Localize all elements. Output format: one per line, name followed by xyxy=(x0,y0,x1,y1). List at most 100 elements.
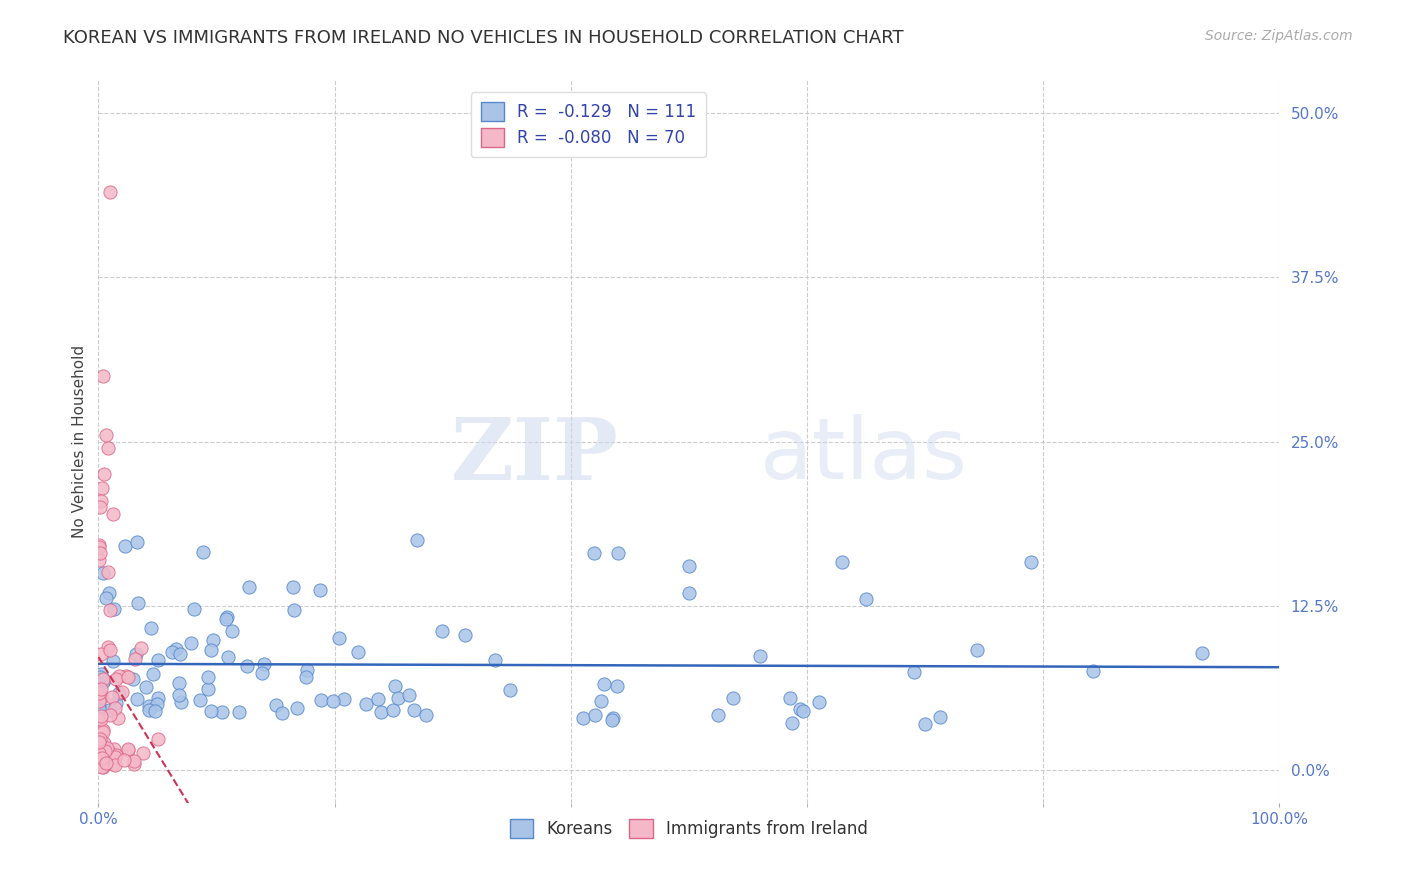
Point xyxy=(93,753,115,767)
Point xyxy=(91,481,114,495)
Point xyxy=(253,657,276,671)
Point xyxy=(105,673,128,687)
Point xyxy=(103,757,125,772)
Point xyxy=(89,712,111,726)
Point xyxy=(122,756,145,771)
Point xyxy=(101,507,124,521)
Point xyxy=(89,754,111,768)
Point xyxy=(202,633,225,648)
Point xyxy=(779,691,801,706)
Text: Source: ZipAtlas.com: Source: ZipAtlas.com xyxy=(1205,29,1353,43)
Point xyxy=(929,709,952,723)
Point xyxy=(831,555,853,569)
Point xyxy=(89,732,111,747)
Point xyxy=(114,539,136,553)
Point xyxy=(87,540,110,554)
Point xyxy=(1021,555,1043,569)
Point xyxy=(108,669,131,683)
Point xyxy=(354,697,377,711)
Point xyxy=(89,500,111,515)
Point xyxy=(127,535,149,549)
Point xyxy=(197,681,219,696)
Point xyxy=(311,692,333,706)
Point xyxy=(87,702,110,716)
Point xyxy=(789,702,811,716)
Point xyxy=(593,676,616,690)
Point xyxy=(100,690,122,705)
Point xyxy=(91,368,114,383)
Point xyxy=(97,640,120,655)
Point xyxy=(98,643,121,657)
Point xyxy=(384,679,406,693)
Point xyxy=(117,670,139,684)
Point xyxy=(148,653,170,667)
Point xyxy=(125,692,148,706)
Point xyxy=(104,697,127,711)
Point xyxy=(97,441,120,455)
Point xyxy=(415,707,437,722)
Point xyxy=(91,672,114,686)
Point xyxy=(124,651,146,665)
Point xyxy=(91,752,114,766)
Point xyxy=(125,647,148,661)
Point xyxy=(105,747,128,762)
Point xyxy=(914,717,936,731)
Point xyxy=(103,601,125,615)
Point xyxy=(398,688,420,702)
Point xyxy=(191,545,214,559)
Point xyxy=(93,566,115,580)
Point xyxy=(328,631,350,645)
Point xyxy=(583,708,606,723)
Point xyxy=(583,546,606,560)
Point xyxy=(605,679,627,693)
Legend: Koreans, Immigrants from Ireland: Koreans, Immigrants from Ireland xyxy=(503,813,875,845)
Point xyxy=(169,676,191,690)
Point xyxy=(97,746,120,760)
Point xyxy=(111,684,134,698)
Point xyxy=(382,704,405,718)
Point xyxy=(129,640,152,655)
Point xyxy=(367,692,389,706)
Point xyxy=(90,666,112,681)
Point xyxy=(283,603,305,617)
Point xyxy=(91,674,114,689)
Point xyxy=(98,586,121,600)
Point xyxy=(93,467,115,482)
Point xyxy=(146,732,169,747)
Point xyxy=(94,756,117,771)
Point xyxy=(117,743,139,757)
Point xyxy=(200,643,222,657)
Point xyxy=(91,760,114,774)
Point xyxy=(93,736,115,750)
Point xyxy=(966,643,988,657)
Point xyxy=(94,744,117,758)
Point xyxy=(430,624,453,638)
Point xyxy=(295,663,318,677)
Point xyxy=(135,680,157,694)
Point xyxy=(499,683,522,698)
Point xyxy=(91,760,114,774)
Text: atlas: atlas xyxy=(759,415,967,498)
Point xyxy=(221,624,243,639)
Point xyxy=(90,647,112,661)
Point xyxy=(808,695,831,709)
Point xyxy=(235,659,257,673)
Point xyxy=(141,621,163,635)
Point xyxy=(91,750,114,764)
Point xyxy=(214,612,236,626)
Y-axis label: No Vehicles in Household: No Vehicles in Household xyxy=(72,345,87,538)
Point xyxy=(103,750,125,764)
Point xyxy=(94,748,117,763)
Point xyxy=(160,645,183,659)
Point xyxy=(127,596,149,610)
Point xyxy=(346,645,368,659)
Point xyxy=(122,672,145,686)
Point xyxy=(294,670,316,684)
Point xyxy=(103,741,125,756)
Point xyxy=(87,553,110,567)
Point xyxy=(283,580,305,594)
Point xyxy=(93,723,115,738)
Point xyxy=(89,670,111,684)
Point xyxy=(215,610,238,624)
Point xyxy=(707,708,730,723)
